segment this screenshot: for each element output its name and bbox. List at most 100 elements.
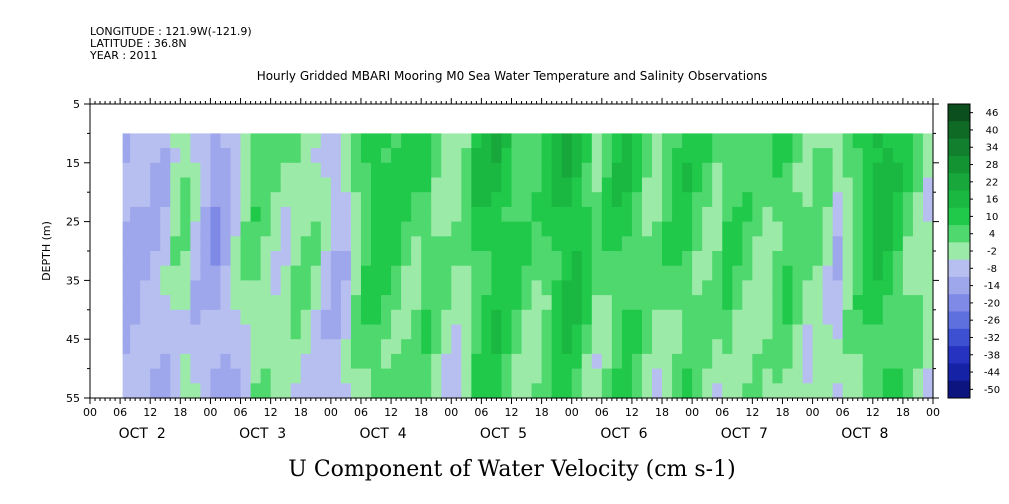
heatmap-cell [360, 133, 372, 149]
heatmap-cell [591, 353, 603, 370]
heatmap-cell [752, 236, 763, 252]
heatmap-cell [892, 162, 904, 179]
heatmap-cell [511, 221, 523, 237]
heatmap-cell [742, 251, 753, 267]
heatmap-cell [852, 265, 864, 281]
heatmap-cell [912, 309, 924, 326]
heatmap-cell [300, 383, 312, 399]
heatmap-cell [752, 280, 763, 296]
heatmap-cell [441, 280, 452, 296]
heatmap-cell [280, 133, 292, 149]
heatmap-cell [892, 177, 904, 193]
heatmap-cell [411, 324, 422, 340]
heatmap-cell [742, 206, 753, 223]
heatmap-cell [631, 324, 643, 340]
heatmap-cell [902, 383, 914, 399]
heatmap-cell [350, 368, 362, 384]
heatmap-cell [652, 177, 663, 193]
heatmap-cell [411, 383, 422, 399]
heatmap-cell [581, 133, 593, 149]
heatmap-cell [280, 251, 292, 267]
hour-tick-label: 06 [595, 406, 609, 419]
heatmap-cell [922, 280, 934, 296]
colorbar-swatch [948, 225, 970, 243]
heatmap-cell [752, 339, 763, 355]
heatmap-cell [882, 353, 894, 370]
heatmap-cell [150, 265, 161, 281]
heatmap-cell [230, 177, 242, 193]
heatmap-cell [782, 251, 794, 267]
heatmap-cell [521, 383, 533, 399]
heatmap-cell [561, 368, 573, 384]
heatmap-cell [230, 383, 242, 399]
heatmap-cell [320, 192, 332, 208]
heatmap-cell [240, 148, 252, 164]
heatmap-cell [571, 368, 583, 384]
heatmap-cell [692, 324, 703, 340]
heatmap-cell [190, 265, 201, 281]
heatmap-cell [300, 353, 312, 370]
heatmap-cell [350, 280, 362, 296]
heatmap-cell [892, 383, 904, 399]
heatmap-cell [802, 251, 814, 267]
heatmap-cell [852, 192, 864, 208]
heatmap-cell [330, 309, 342, 326]
heatmap-cell [310, 309, 322, 326]
heatmap-cell [672, 383, 683, 399]
heatmap-cell [411, 265, 422, 281]
heatmap-cell [401, 368, 412, 384]
heatmap-cell [722, 177, 733, 193]
heatmap-cell [220, 192, 232, 208]
heatmap-cell [571, 265, 583, 281]
heatmap-cell [290, 162, 302, 179]
heatmap-cell [140, 280, 151, 296]
heatmap-cell [702, 324, 713, 340]
heatmap-cell [712, 309, 723, 326]
heatmap-cell [431, 265, 442, 281]
heatmap-cell [692, 309, 703, 326]
heatmap-cell [381, 280, 392, 296]
heatmap-cell [300, 221, 312, 237]
heatmap-cell [461, 339, 472, 355]
heatmap-cell [360, 236, 372, 252]
heatmap-cell [792, 133, 804, 149]
heatmap-cell [862, 177, 874, 193]
heatmap-cell [411, 206, 422, 223]
heatmap-cell [752, 309, 763, 326]
heatmap-cell [782, 177, 794, 193]
heatmap-cell [122, 177, 131, 193]
heatmap-cell [150, 177, 161, 193]
heatmap-cell [682, 265, 693, 281]
heatmap-cell [140, 162, 151, 179]
heatmap-cell [662, 309, 673, 326]
heatmap-cell [812, 221, 824, 237]
heatmap-cell [551, 148, 563, 164]
heatmap-cell [451, 162, 462, 179]
heatmap-cell [521, 295, 533, 311]
heatmap-cell [621, 324, 633, 340]
heatmap-cell [391, 206, 402, 223]
heatmap-cell [300, 368, 312, 384]
heatmap-cell [150, 133, 161, 149]
heatmap-cell [340, 265, 352, 281]
heatmap-cell [461, 280, 472, 296]
heatmap-cell [240, 162, 252, 179]
heatmap-cell [122, 251, 131, 267]
heatmap-cell [672, 148, 683, 164]
heatmap-cell [822, 206, 834, 223]
heatmap-cell [511, 162, 523, 179]
heatmap-cell [411, 133, 422, 149]
heatmap-cell [501, 295, 513, 311]
heatmap-cell [340, 295, 352, 311]
heatmap-cell [852, 295, 864, 311]
heatmap-cell [491, 383, 503, 399]
heatmap-cell [200, 133, 212, 149]
heatmap-cell [872, 353, 884, 370]
heatmap-cell [481, 353, 493, 370]
heatmap-cell [732, 353, 743, 370]
heatmap-cell [882, 206, 894, 223]
year-text: YEAR : 2011 [89, 49, 158, 62]
heatmap-cell [371, 148, 382, 164]
heatmap-cell [822, 353, 834, 370]
